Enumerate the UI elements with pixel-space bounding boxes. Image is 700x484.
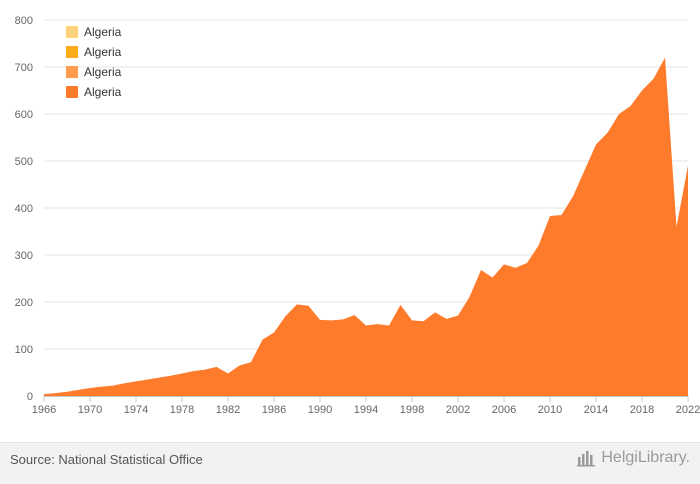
legend-swatch xyxy=(66,86,78,98)
y-tick-label: 100 xyxy=(15,344,33,356)
x-tick-label: 2014 xyxy=(584,404,608,416)
x-tick-label: 1998 xyxy=(400,404,424,416)
legend-swatch xyxy=(66,26,78,38)
y-tick-label: 200 xyxy=(15,297,33,309)
y-tick-label: 800 xyxy=(15,15,33,27)
x-tick-label: 2018 xyxy=(630,404,654,416)
legend-label: Algeria xyxy=(84,85,122,99)
y-tick-label: 300 xyxy=(15,250,33,262)
y-tick-label: 600 xyxy=(15,109,33,121)
x-tick-label: 2002 xyxy=(446,404,470,416)
x-tick-label: 1986 xyxy=(262,404,286,416)
y-tick-label: 500 xyxy=(15,156,33,168)
chart-footer: Source: National Statistical Office Helg… xyxy=(0,442,700,484)
legend-swatch xyxy=(66,66,78,78)
x-tick-label: 2010 xyxy=(538,404,562,416)
x-tick-label: 1994 xyxy=(354,404,378,416)
area-series-3 xyxy=(44,57,688,396)
x-tick-label: 1990 xyxy=(308,404,332,416)
y-tick-label: 0 xyxy=(27,391,33,403)
brand-logo[interactable]: HelgiLibrary. xyxy=(577,449,690,467)
helgi-library-logo-icon xyxy=(577,451,596,467)
x-tick-label: 1970 xyxy=(78,404,102,416)
legend-swatch xyxy=(66,46,78,58)
x-tick-label: 2022 xyxy=(676,404,700,416)
y-tick-label: 400 xyxy=(15,203,33,215)
legend-label: Algeria xyxy=(84,25,122,39)
y-tick-label: 700 xyxy=(15,62,33,74)
x-tick-label: 1982 xyxy=(216,404,240,416)
x-tick-label: 1978 xyxy=(170,404,194,416)
x-tick-label: 1966 xyxy=(32,404,56,416)
brand-name: HelgiLibrary. xyxy=(601,449,690,466)
legend-label: Algeria xyxy=(84,65,122,79)
x-tick-label: 1974 xyxy=(124,404,148,416)
area-chart: 0 100 200 300 400 500 600 700 800 1966 1970 1974 197… xyxy=(15,15,700,416)
source-note: Source: National Statistical Office xyxy=(10,452,203,467)
x-tick-label: 2006 xyxy=(492,404,516,416)
legend-label: Algeria xyxy=(84,45,122,59)
